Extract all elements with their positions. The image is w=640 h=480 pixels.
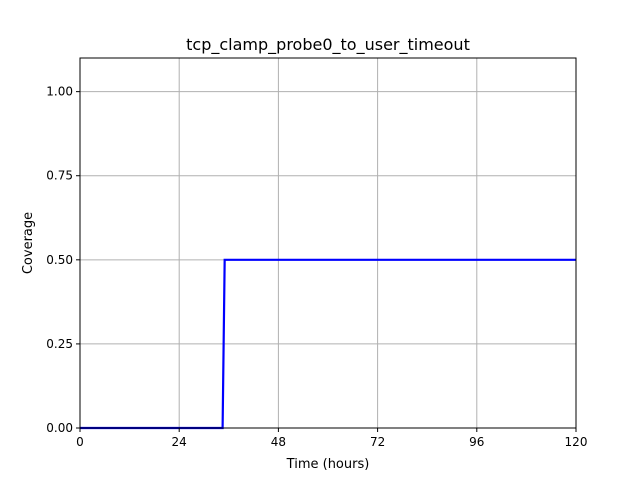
chart-title: tcp_clamp_probe0_to_user_timeout bbox=[186, 35, 470, 55]
x-tick-label: 48 bbox=[271, 435, 286, 449]
x-axis-label: Time (hours) bbox=[286, 457, 370, 472]
x-tick-label: 120 bbox=[565, 435, 588, 449]
y-tick-label: 0.25 bbox=[46, 337, 73, 351]
plot-frame bbox=[79, 57, 577, 429]
y-tick-label: 0.00 bbox=[46, 421, 73, 435]
x-tick-label: 0 bbox=[76, 435, 84, 449]
x-tick-label: 96 bbox=[469, 435, 484, 449]
grid bbox=[79, 58, 577, 429]
ticks: 0 24 48 72 96 120 0.00 0.25 0.50 0.75 1.00 bbox=[46, 85, 587, 449]
x-tick-label: 24 bbox=[172, 435, 187, 449]
y-axis-label: Coverage bbox=[21, 212, 36, 274]
y-tick-label: 0.75 bbox=[46, 169, 73, 183]
y-tick-label: 0.50 bbox=[46, 253, 73, 267]
y-tick-label: 1.00 bbox=[46, 85, 73, 99]
x-tick-label: 72 bbox=[370, 435, 385, 449]
